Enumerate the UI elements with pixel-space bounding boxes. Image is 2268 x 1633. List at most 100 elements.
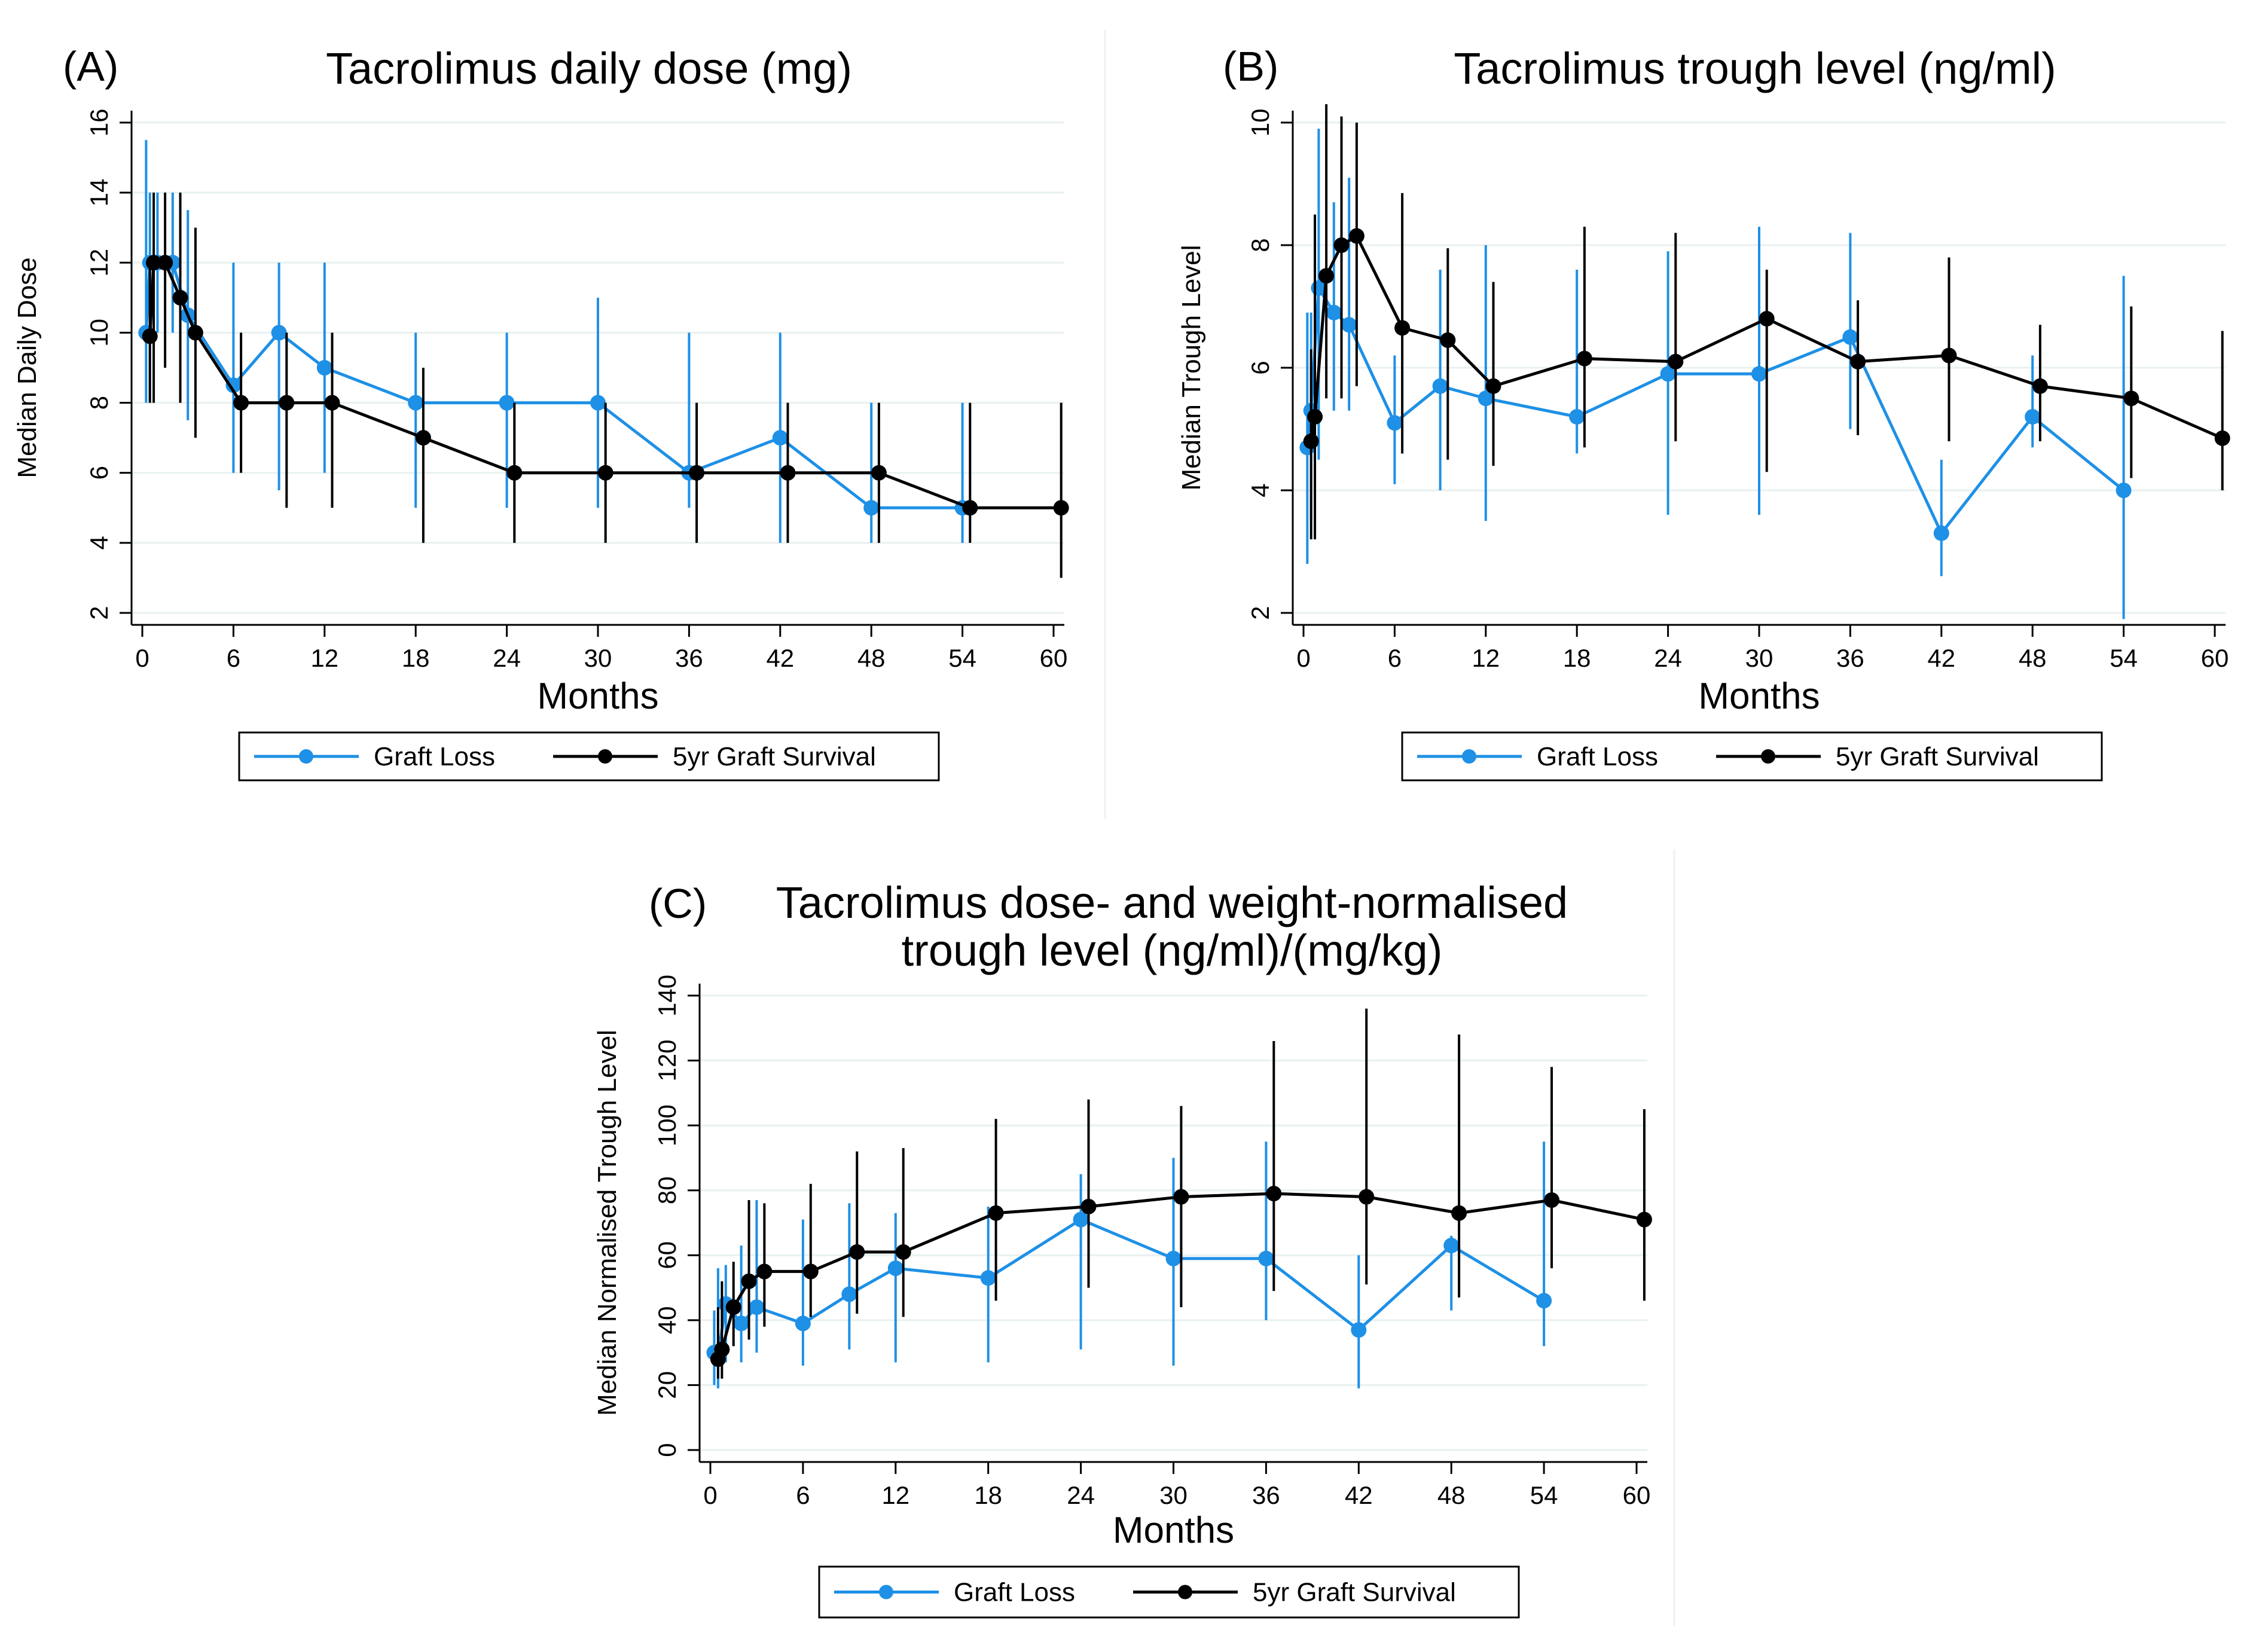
data-point (1387, 415, 1403, 431)
y-tick-label: 2 (85, 606, 113, 619)
data-point (863, 500, 880, 516)
data-point (1307, 409, 1323, 425)
x-tick-label: 60 (2201, 644, 2229, 672)
data-point (590, 395, 606, 411)
data-point (988, 1205, 1004, 1221)
x-tick-label: 30 (584, 644, 612, 672)
legend: Graft Loss 5yr Graft Survival (238, 731, 940, 782)
y-tick-label: 14 (85, 179, 113, 207)
y-tick-label: 60 (653, 1241, 681, 1269)
data-point (1660, 366, 1676, 382)
y-tick-label: 4 (85, 536, 113, 550)
x-tick-label: 54 (2110, 644, 2138, 672)
data-point (279, 395, 295, 411)
data-point (1394, 320, 1411, 336)
panel-label: (C) (649, 880, 707, 927)
data-point (2032, 378, 2048, 394)
data-point (597, 465, 613, 481)
data-point (1842, 329, 1858, 345)
series-line (716, 1192, 1645, 1360)
data-point (741, 1273, 757, 1289)
legend-label: Graft Loss (374, 742, 495, 771)
data-point (1080, 1198, 1097, 1214)
y-axis-label: Median Daily Dose (13, 257, 42, 478)
x-tick-label: 42 (1345, 1481, 1373, 1509)
data-point (146, 255, 162, 271)
x-tick-label: 42 (766, 644, 794, 672)
y-tick-label: 80 (653, 1176, 681, 1204)
legend: Graft Loss 5yr Graft Survival (1401, 731, 2103, 782)
x-tick-label: 36 (675, 644, 703, 672)
data-point (1668, 353, 1684, 370)
x-tick-label: 48 (857, 644, 886, 672)
data-point (1443, 1238, 1460, 1253)
data-point (225, 377, 242, 393)
data-point (980, 1270, 996, 1286)
series-graft-loss (706, 1141, 1552, 1388)
y-tick-label: 140 (653, 975, 681, 1017)
y-tick-label: 0 (653, 1443, 681, 1457)
x-axis-label: Months (1113, 1510, 1234, 1551)
y-tick-label: 4 (1246, 483, 1274, 497)
data-point (1485, 378, 1501, 394)
chart-title: Tacrolimus daily dose (mg) (326, 44, 852, 93)
data-point (1348, 228, 1365, 244)
x-tick-label: 54 (948, 644, 976, 672)
chart-title: Tacrolimus trough level (ng/ml) (1454, 44, 2056, 93)
legend: Graft Loss 5yr Graft Survival (818, 1565, 1520, 1619)
data-point (1759, 311, 1775, 326)
legend-marker (879, 1585, 893, 1600)
data-point (1536, 1293, 1552, 1309)
data-point (1933, 525, 1949, 541)
data-point (2116, 483, 2132, 498)
x-tick-label: 48 (1437, 1481, 1466, 1509)
data-point (324, 395, 340, 411)
chart-title: trough level (ng/ml)/(mg/kg) (902, 926, 1443, 975)
data-point (1351, 1322, 1367, 1338)
data-point (316, 360, 332, 376)
data-point (1751, 366, 1767, 382)
legend-marker (598, 749, 612, 764)
x-tick-label: 24 (1654, 644, 1682, 672)
data-point (1266, 1186, 1282, 1202)
data-point (408, 395, 424, 411)
data-point (714, 1341, 730, 1357)
data-point (1440, 332, 1456, 348)
series-line (144, 261, 963, 509)
x-tick-label: 60 (1623, 1481, 1651, 1509)
x-tick-label: 36 (1836, 644, 1864, 672)
data-point (142, 328, 158, 344)
x-axis-label: Months (1698, 676, 1820, 717)
y-tick-label: 6 (85, 466, 113, 480)
x-axis-label: Months (537, 676, 658, 717)
data-point (2214, 430, 2230, 446)
x-tick-label: 0 (135, 644, 149, 672)
data-point (1333, 237, 1350, 253)
legend-label: 5yr Graft Survival (1836, 742, 2039, 771)
y-tick-label: 2 (1246, 606, 1274, 619)
y-tick-label: 6 (1246, 361, 1274, 374)
x-tick-label: 30 (1159, 1481, 1188, 1509)
data-point (849, 1244, 865, 1260)
data-point (841, 1286, 857, 1302)
data-point (1165, 1250, 1182, 1266)
series-graft-loss (138, 140, 970, 543)
legend-marker (299, 749, 313, 764)
x-tick-label: 24 (493, 644, 521, 672)
data-point (1318, 268, 1335, 284)
data-point (1073, 1211, 1089, 1228)
data-point (1941, 347, 1957, 364)
data-point (1432, 378, 1448, 394)
series-line (1305, 283, 2125, 536)
data-point (1636, 1211, 1652, 1228)
data-point (1478, 390, 1494, 407)
legend-label: Graft Loss (1537, 742, 1658, 771)
y-tick-label: 10 (85, 319, 113, 347)
data-point (725, 1299, 741, 1315)
legend-label: 5yr Graft Survival (1253, 1578, 1456, 1607)
y-tick-label: 10 (1246, 109, 1274, 137)
legend-label: Graft Loss (954, 1578, 1075, 1607)
chart-title: Tacrolimus dose- and weight-normalised (776, 878, 1568, 927)
